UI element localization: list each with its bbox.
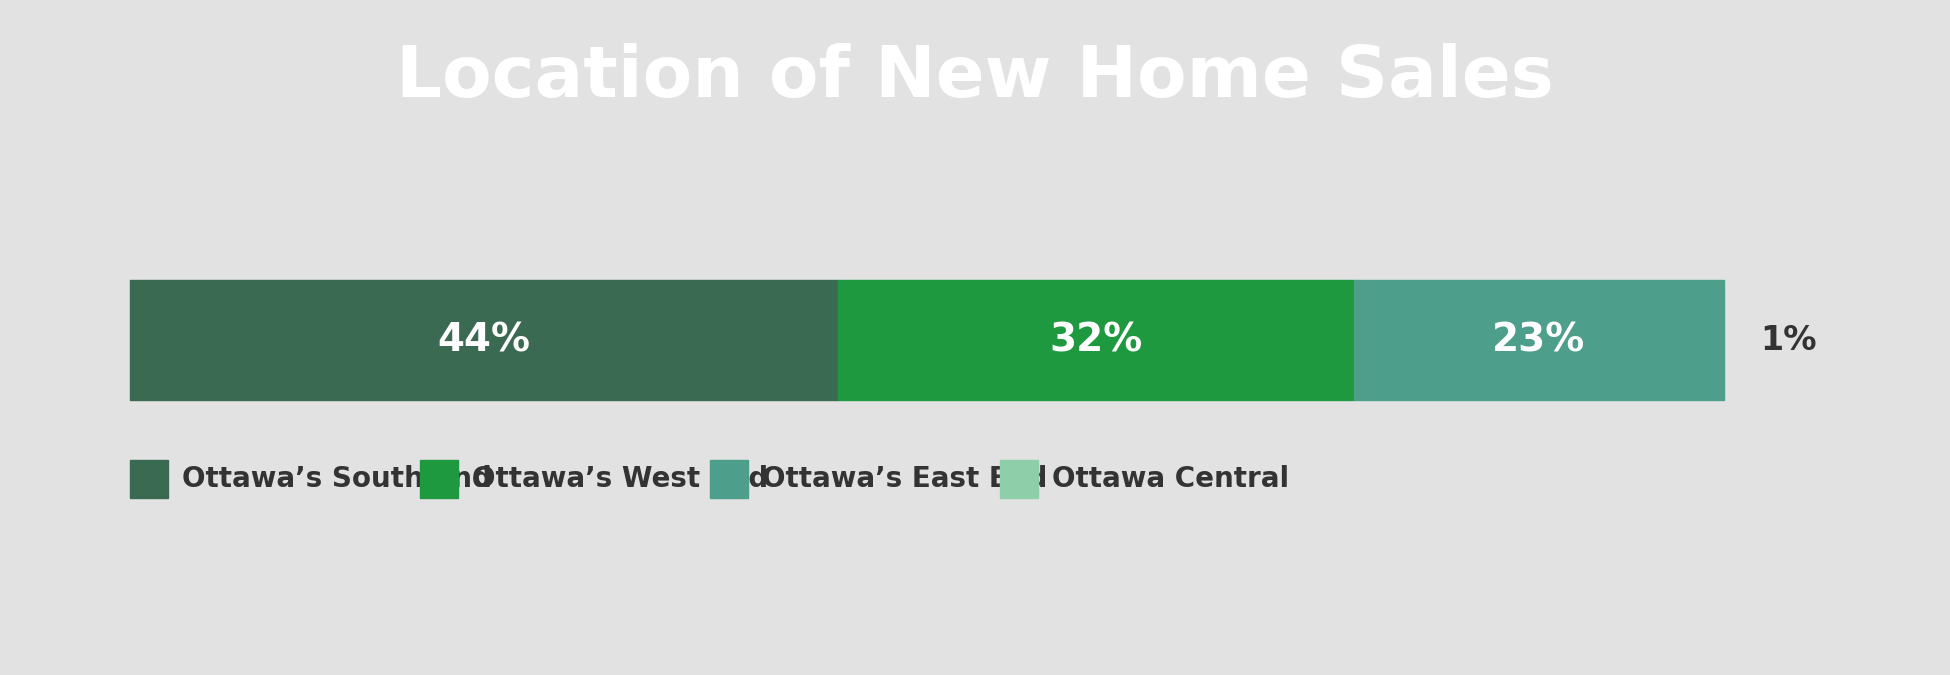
Text: 32%: 32% xyxy=(1049,321,1143,359)
Text: Ottawa Central: Ottawa Central xyxy=(1051,465,1289,493)
Bar xyxy=(1353,280,1724,400)
Text: Ottawa’s West End: Ottawa’s West End xyxy=(472,465,768,493)
Text: Ottawa’s East End: Ottawa’s East End xyxy=(762,465,1047,493)
Bar xyxy=(838,280,1353,400)
Text: 44%: 44% xyxy=(437,321,530,359)
Text: Location of New Home Sales: Location of New Home Sales xyxy=(396,43,1554,112)
Text: Ottawa’s South End: Ottawa’s South End xyxy=(181,465,491,493)
Bar xyxy=(710,460,749,498)
Bar xyxy=(131,460,168,498)
Text: 1%: 1% xyxy=(1761,323,1817,356)
Bar xyxy=(1000,460,1037,498)
Text: 23%: 23% xyxy=(1492,321,1585,359)
Bar xyxy=(419,460,458,498)
Bar xyxy=(131,280,838,400)
